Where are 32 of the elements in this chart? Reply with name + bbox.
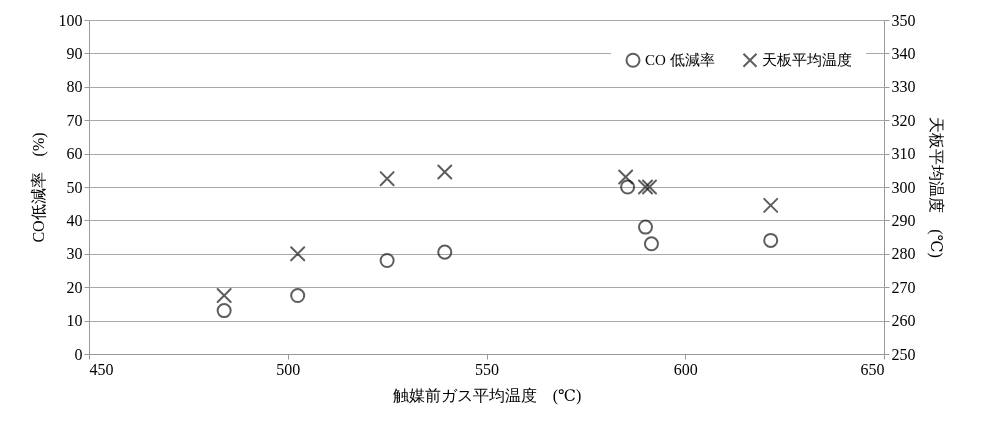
legend-label: 天板平均温度 bbox=[762, 52, 852, 69]
y-tick-label: 90 bbox=[66, 44, 83, 62]
y2-tick-label: 330 bbox=[891, 78, 916, 96]
y2-tick-label: 310 bbox=[891, 145, 916, 163]
legend-label: CO 低減率 bbox=[645, 52, 715, 69]
y2-tick-label: 260 bbox=[891, 312, 916, 330]
y-tick-label: 100 bbox=[58, 11, 83, 29]
y2-tick-label: 350 bbox=[891, 11, 916, 29]
x-tick-label: 500 bbox=[276, 360, 301, 378]
x-tick-label: 600 bbox=[673, 360, 698, 378]
y2-tick-label: 290 bbox=[891, 211, 916, 229]
y-tick-label: 30 bbox=[66, 245, 83, 263]
y2-tick-label: 280 bbox=[891, 245, 916, 263]
y-tick-label: 50 bbox=[66, 178, 83, 196]
y-axis-title: CO低減率 (%) bbox=[29, 132, 48, 243]
y-tick-label: 60 bbox=[66, 145, 83, 163]
y-tick-label: 40 bbox=[66, 211, 83, 229]
x-axis-title: 触媒前ガス平均温度 (℃) bbox=[392, 386, 582, 405]
y2-tick-label: 270 bbox=[891, 278, 916, 296]
y-tick-label: 20 bbox=[66, 278, 83, 296]
y2-tick-label: 250 bbox=[891, 345, 916, 363]
y2-tick-label: 300 bbox=[891, 178, 916, 196]
x-tick-label: 450 bbox=[89, 360, 114, 378]
y2-tick-label: 340 bbox=[891, 44, 916, 62]
y-tick-label: 0 bbox=[74, 345, 83, 363]
y2-tick-label: 320 bbox=[891, 111, 916, 129]
y2-axis-title: 天板平均温度 (℃) bbox=[926, 117, 945, 258]
x-tick-label: 550 bbox=[475, 360, 499, 378]
y-tick-label: 70 bbox=[66, 111, 83, 129]
y-tick-label: 10 bbox=[66, 312, 83, 330]
x-tick-label: 650 bbox=[860, 360, 885, 378]
y-tick-label: 80 bbox=[66, 78, 83, 96]
